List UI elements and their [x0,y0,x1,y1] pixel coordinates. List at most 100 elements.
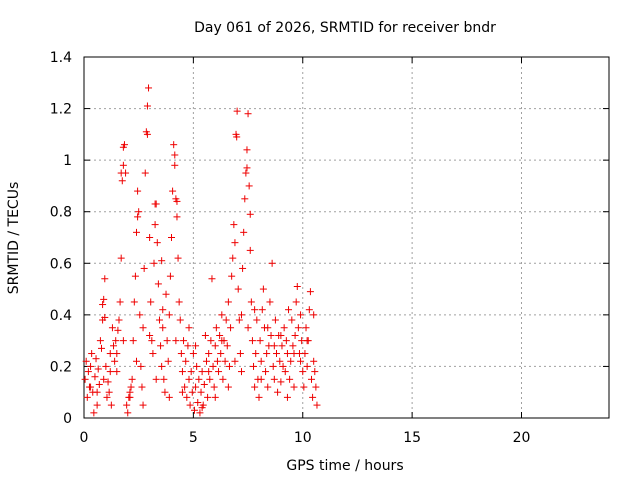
data-point [219,375,227,383]
data-point [81,375,89,383]
data-point [143,130,151,138]
data-point [140,264,148,272]
data-point [148,337,156,345]
data-point [231,239,239,247]
y-axis-label: SRMTID / TECUs [6,182,22,295]
data-point [84,368,92,376]
data-point [136,311,144,319]
data-point [116,298,124,306]
data-point [146,331,154,339]
x-tick-label: 10 [294,430,312,446]
data-point [139,324,147,332]
data-point [124,409,132,417]
data-point [102,362,110,370]
data-points [81,84,321,417]
data-point [289,342,297,350]
data-point [119,337,127,345]
grid-lines [84,57,609,418]
data-point [270,342,278,350]
data-point [195,375,203,383]
data-point [158,257,166,265]
data-point [165,311,173,319]
data-point [231,357,239,365]
data-point [94,365,102,373]
data-point [192,342,200,350]
data-point [107,401,115,409]
data-point [277,378,285,386]
data-point [242,169,250,177]
data-point [113,368,121,376]
data-point [105,388,113,396]
data-point [264,324,272,332]
data-point [281,368,289,376]
data-point [294,324,302,332]
data-point [217,350,225,358]
data-point [186,401,194,409]
data-point [266,298,274,306]
data-point [174,254,182,262]
data-point [270,375,278,383]
data-point [93,388,101,396]
data-point [82,357,90,365]
data-point [286,375,294,383]
y-tick-label: 0.4 [50,308,72,324]
data-point [228,272,236,280]
data-point [216,331,224,339]
data-point [263,350,271,358]
data-point [123,401,131,409]
data-point [250,362,258,370]
data-point [112,337,120,345]
data-point [151,221,159,229]
data-point [178,368,186,376]
data-point [92,355,100,363]
data-point [244,324,252,332]
data-point [182,357,190,365]
data-point [311,368,319,376]
data-point [218,337,226,345]
data-point [205,350,213,358]
data-point [194,399,202,407]
data-point [244,110,252,118]
data-point [313,401,321,409]
data-point [201,331,209,339]
data-point [257,357,265,365]
data-point [197,388,205,396]
data-point [243,146,251,154]
data-point [172,337,180,345]
data-point [303,362,311,370]
data-point [303,337,311,345]
data-point [173,213,181,221]
data-point [113,350,121,358]
data-point [134,187,142,195]
data-point [211,393,219,401]
data-point [213,357,221,365]
data-point [282,337,290,345]
data-point [192,383,200,391]
data-point [106,350,114,358]
plot-area-border [83,56,610,419]
data-point [101,313,109,321]
data-point [90,409,98,417]
data-point [288,316,296,324]
data-point [93,401,101,409]
data-point [251,306,259,314]
data-point [210,383,218,391]
data-point [134,213,142,221]
data-point [137,362,145,370]
data-point [161,388,169,396]
data-point [188,388,196,396]
data-point [245,182,253,190]
x-tick-label: 15 [403,430,421,446]
data-point [221,357,229,365]
data-point [312,383,320,391]
data-point [183,393,191,401]
data-point [222,316,230,324]
y-tick-label: 0.8 [50,205,72,221]
data-point [159,306,167,314]
data-point [128,375,136,383]
data-point [287,357,295,365]
data-point [211,342,219,350]
data-point [290,350,298,358]
data-point [111,357,119,365]
